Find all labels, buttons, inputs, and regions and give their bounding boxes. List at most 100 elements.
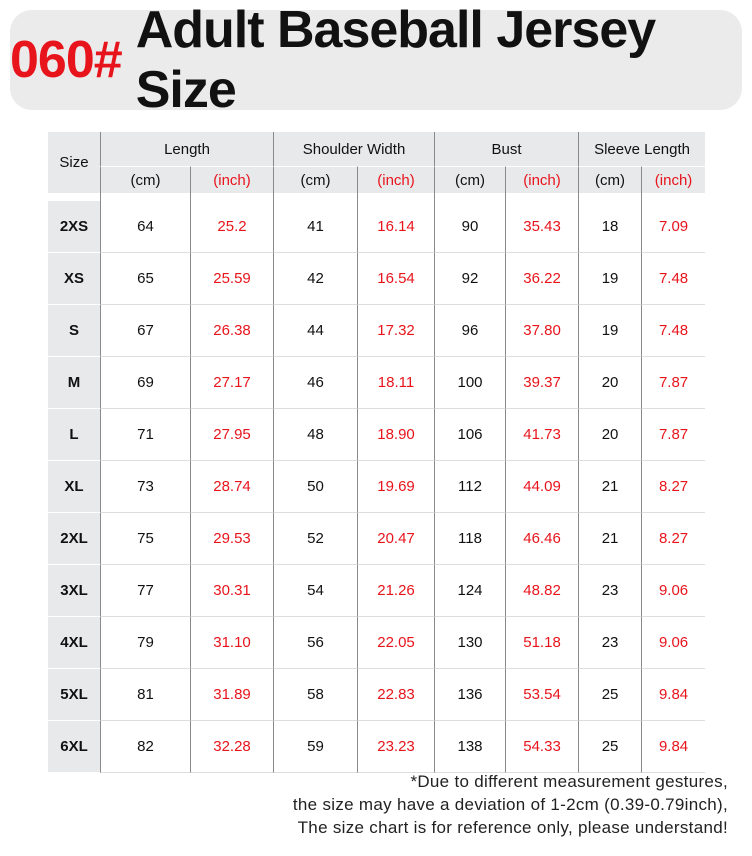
cm-value: 112	[434, 461, 506, 513]
unit-inch: (inch)	[190, 166, 274, 193]
note-line: *Due to different measurement gestures,	[410, 772, 728, 791]
cm-value: 67	[100, 305, 190, 357]
size-label: 2XS	[48, 201, 100, 253]
cm-value: 56	[273, 617, 358, 669]
table-row: M 69 27.17 46 18.11 100 39.37 20 7.87	[48, 357, 706, 409]
table-row: S 67 26.38 44 17.32 96 37.80 19 7.48	[48, 305, 706, 357]
cm-value: 73	[100, 461, 190, 513]
cm-value: 42	[273, 253, 358, 305]
size-label: 2XL	[48, 513, 100, 565]
inch-value: 53.54	[505, 669, 579, 721]
cm-value: 71	[100, 409, 190, 461]
inch-value: 7.48	[641, 253, 706, 305]
size-label: 5XL	[48, 669, 100, 721]
cm-value: 90	[434, 201, 506, 253]
inch-value: 37.80	[505, 305, 579, 357]
unit-cm: (cm)	[273, 166, 358, 193]
size-label: S	[48, 305, 100, 357]
inch-value: 54.33	[505, 721, 579, 773]
cm-value: 23	[578, 565, 642, 617]
cm-value: 136	[434, 669, 506, 721]
cm-value: 20	[578, 409, 642, 461]
group-header-row: Size Length Shoulder Width Bust Sleeve L…	[48, 132, 706, 193]
inch-value: 31.10	[190, 617, 274, 669]
cm-value: 77	[100, 565, 190, 617]
table-row: 4XL 79 31.10 56 22.05 130 51.18 23 9.06	[48, 617, 706, 669]
shoulder-width-header: Shoulder Width	[273, 132, 435, 166]
inch-value: 39.37	[505, 357, 579, 409]
inch-value: 36.22	[505, 253, 579, 305]
inch-value: 9.84	[641, 669, 706, 721]
size-label: 3XL	[48, 565, 100, 617]
cm-value: 20	[578, 357, 642, 409]
inch-value: 44.09	[505, 461, 579, 513]
inch-value: 28.74	[190, 461, 274, 513]
table-row: 5XL 81 31.89 58 22.83 136 53.54 25 9.84	[48, 669, 706, 721]
table-row: 2XL 75 29.53 52 20.47 118 46.46 21 8.27	[48, 513, 706, 565]
table-row: L 71 27.95 48 18.90 106 41.73 20 7.87	[48, 409, 706, 461]
inch-value: 26.38	[190, 305, 274, 357]
cm-value: 52	[273, 513, 358, 565]
page-title: Adult Baseball Jersey Size	[135, 1, 656, 119]
cm-value: 130	[434, 617, 506, 669]
inch-value: 22.05	[357, 617, 435, 669]
cm-value: 54	[273, 565, 358, 617]
size-label: 4XL	[48, 617, 100, 669]
cm-value: 81	[100, 669, 190, 721]
inch-value: 9.84	[641, 721, 706, 773]
inch-value: 9.06	[641, 565, 706, 617]
inch-value: 19.69	[357, 461, 435, 513]
inch-value: 20.47	[357, 513, 435, 565]
measurement-note: *Due to different measurement gestures, …	[293, 770, 728, 839]
inch-value: 25.59	[190, 253, 274, 305]
unit-cm: (cm)	[578, 166, 642, 193]
inch-value: 9.06	[641, 617, 706, 669]
cm-value: 75	[100, 513, 190, 565]
cm-value: 100	[434, 357, 506, 409]
length-header: Length	[100, 132, 274, 166]
table-row: 2XS 64 25.2 41 16.14 90 35.43 18 7.09	[48, 201, 706, 253]
inch-value: 32.28	[190, 721, 274, 773]
cm-value: 79	[100, 617, 190, 669]
bust-header: Bust	[434, 132, 579, 166]
cm-value: 64	[100, 201, 190, 253]
cm-value: 25	[578, 721, 642, 773]
table-row: 3XL 77 30.31 54 21.26 124 48.82 23 9.06	[48, 565, 706, 617]
inch-value: 7.87	[641, 409, 706, 461]
cm-value: 82	[100, 721, 190, 773]
note-line: the size may have a deviation of 1-2cm (…	[292, 795, 728, 814]
cm-value: 41	[273, 201, 358, 253]
inch-value: 16.14	[357, 201, 435, 253]
inch-value: 23.23	[357, 721, 435, 773]
sleeve-length-header: Sleeve Length	[578, 132, 706, 166]
cm-value: 138	[434, 721, 506, 773]
unit-header-row: (cm) (inch) (cm) (inch) (cm) (inch) (cm)…	[48, 166, 706, 193]
inch-value: 46.46	[505, 513, 579, 565]
size-chart-table: Size Length Shoulder Width Bust Sleeve L…	[48, 132, 706, 773]
cm-value: 44	[273, 305, 358, 357]
cm-value: 48	[273, 409, 358, 461]
table-row: XL 73 28.74 50 19.69 112 44.09 21 8.27	[48, 461, 706, 513]
inch-value: 30.31	[190, 565, 274, 617]
cm-value: 118	[434, 513, 506, 565]
cm-value: 21	[578, 461, 642, 513]
inch-value: 27.95	[190, 409, 274, 461]
inch-value: 17.32	[357, 305, 435, 357]
cm-value: 25	[578, 669, 642, 721]
cm-value: 124	[434, 565, 506, 617]
size-label: XL	[48, 461, 100, 513]
size-column-header: Size	[48, 132, 100, 193]
inch-value: 16.54	[357, 253, 435, 305]
inch-value: 7.48	[641, 305, 706, 357]
size-label: XS	[48, 253, 100, 305]
cm-value: 96	[434, 305, 506, 357]
inch-value: 51.18	[505, 617, 579, 669]
inch-value: 18.11	[357, 357, 435, 409]
inch-value: 48.82	[505, 565, 579, 617]
cm-value: 92	[434, 253, 506, 305]
table-row: 6XL 82 32.28 59 23.23 138 54.33 25 9.84	[48, 721, 706, 773]
inch-value: 18.90	[357, 409, 435, 461]
inch-value: 27.17	[190, 357, 274, 409]
cm-value: 69	[100, 357, 190, 409]
cm-value: 106	[434, 409, 506, 461]
